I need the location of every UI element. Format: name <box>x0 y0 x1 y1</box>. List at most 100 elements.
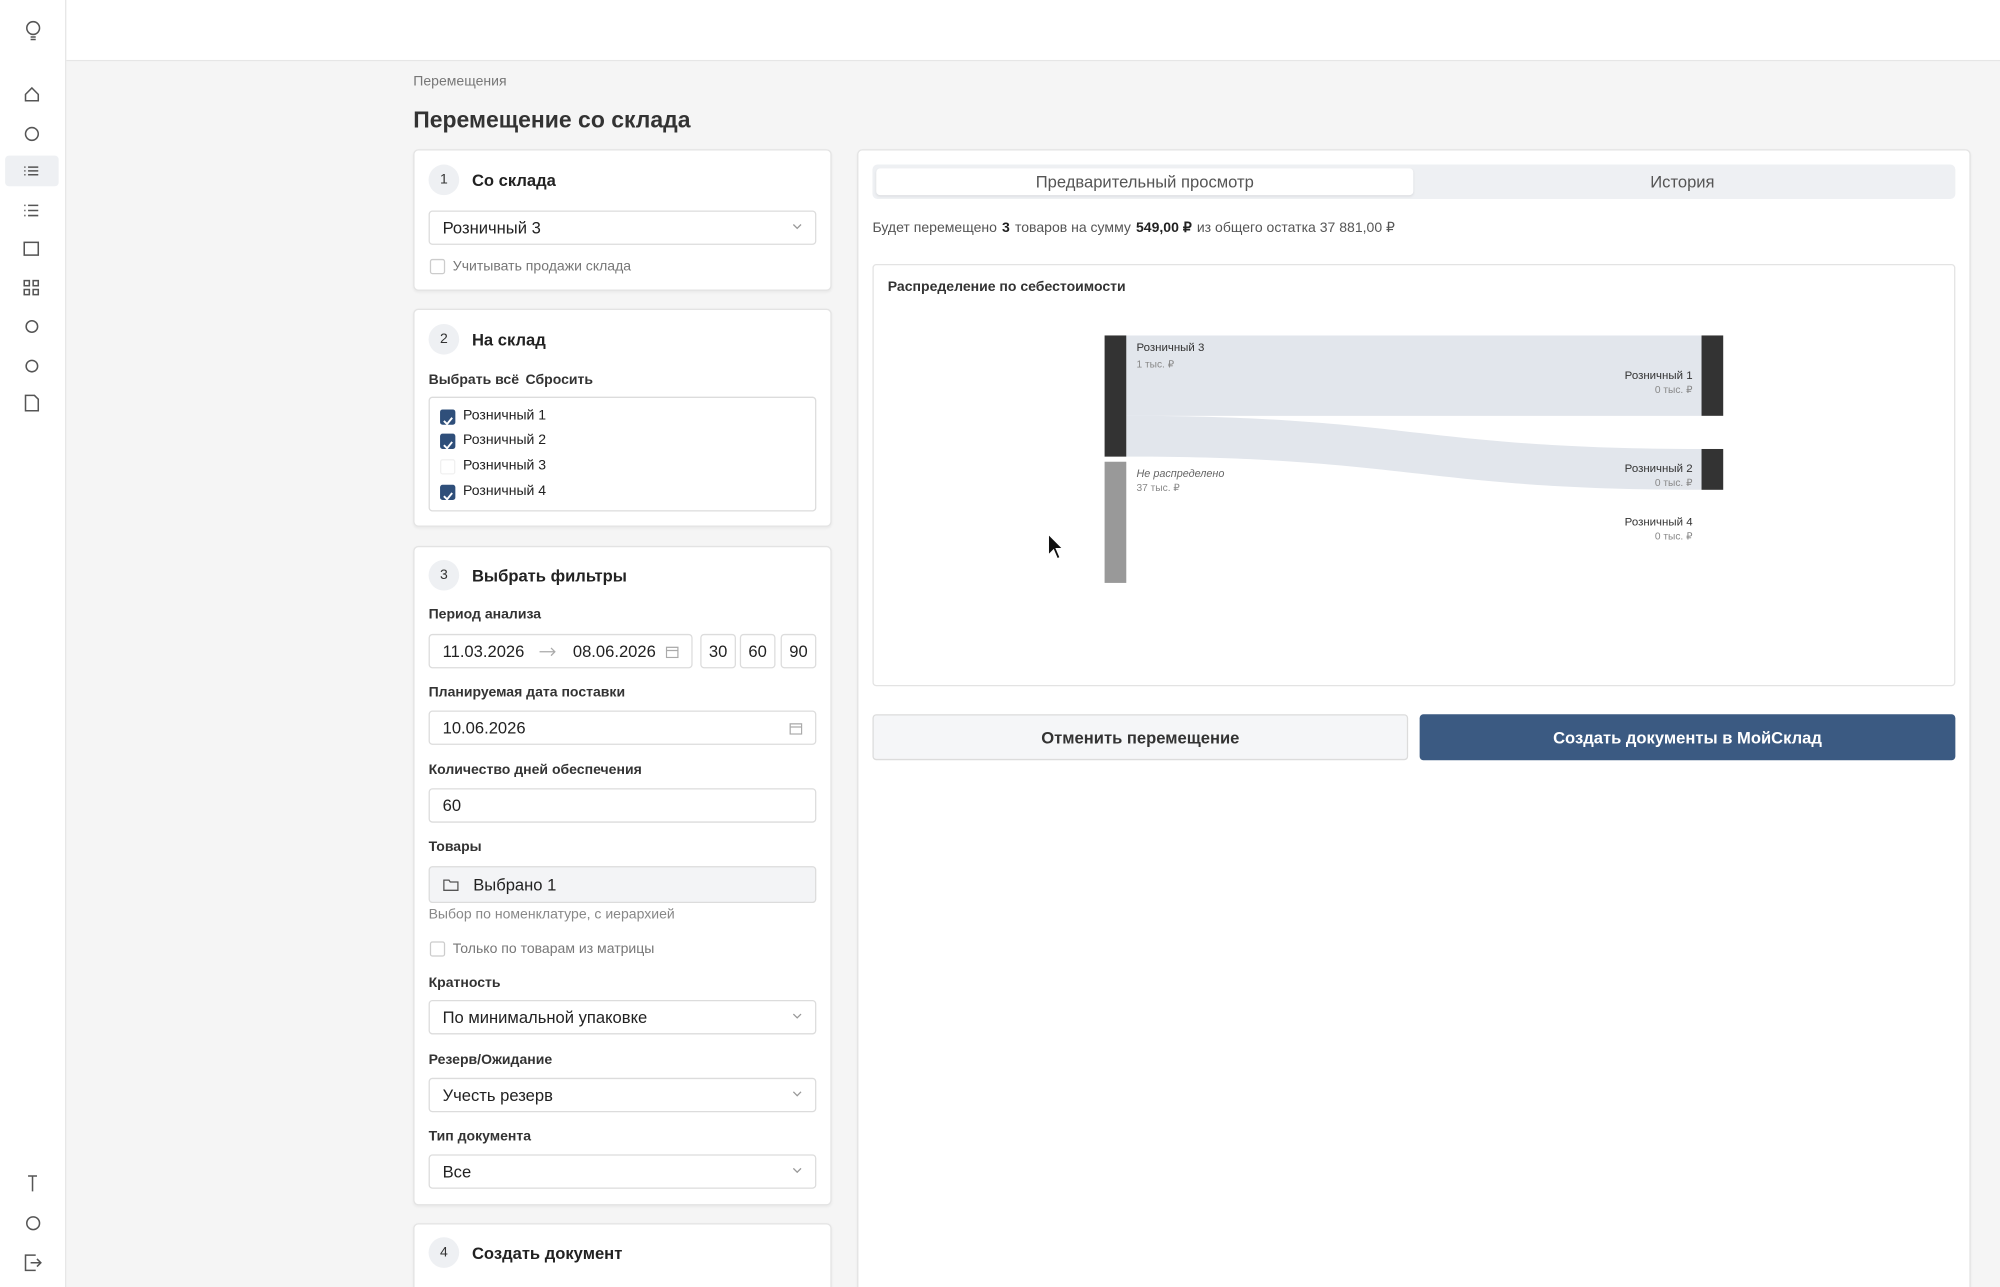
checkbox[interactable] <box>429 258 446 275</box>
chart-box <box>872 264 1956 687</box>
preset-button[interactable]: 90 <box>780 633 817 669</box>
node-value: 0 тыс. ₽ <box>1655 478 1693 489</box>
input-value: 60 <box>442 795 462 816</box>
nav-table[interactable] <box>23 241 40 256</box>
node <box>1104 461 1127 583</box>
multiplicity-select[interactable]: По минимальной упаковке <box>428 999 817 1035</box>
sidebar-icons <box>5 20 59 1272</box>
nav-pin[interactable] <box>28 1175 37 1192</box>
date-range[interactable]: 11.03.2026 08.06.2026 <box>428 633 693 669</box>
checkbox[interactable] <box>440 484 456 501</box>
summary-part: товаров на сумму <box>1014 220 1131 236</box>
nav-alarm-2[interactable] <box>25 359 39 373</box>
checkbox[interactable] <box>440 409 456 426</box>
store-list <box>428 396 817 512</box>
hint: Выбор по номенклатуре, с иерархией <box>428 906 675 923</box>
field-label: Период анализа <box>428 607 542 623</box>
select-value: Все <box>442 1161 472 1182</box>
step-title: Создать документ <box>471 1243 623 1263</box>
tab[interactable]: Предварительный просмотр <box>876 168 1414 196</box>
doc-type-select[interactable]: Все <box>428 1154 817 1189</box>
step-number: 4 <box>428 1237 460 1268</box>
calendar-icon <box>665 646 679 658</box>
node-value: 0 тыс. ₽ <box>1655 532 1693 543</box>
field-label: Количество дней обеспечения <box>428 762 642 779</box>
flow <box>1126 335 1702 416</box>
nav-home[interactable] <box>24 86 40 102</box>
field-label: Товары <box>428 839 482 855</box>
date-from: 11.03.2026 <box>442 641 525 661</box>
chevron <box>792 1167 802 1173</box>
nav-settings[interactable] <box>26 1216 41 1231</box>
breadcrumb[interactable]: Перемещения <box>413 73 507 90</box>
sankey: Розничный 3 1 тыс. ₽ Не распределено 37 … <box>1047 335 1724 583</box>
node-value: 0 тыс. ₽ <box>1655 385 1693 396</box>
node-label: Не распределено <box>1136 468 1224 480</box>
store-label: Розничный 1 <box>463 408 547 424</box>
chevron <box>792 1090 802 1096</box>
goods-picker[interactable]: Выбрано 1 <box>428 866 817 904</box>
field-label: Резерв/Ожидание <box>428 1052 553 1068</box>
field-label: Тип документа <box>428 1128 532 1145</box>
folder-icon <box>443 879 459 891</box>
flow <box>1126 415 1702 490</box>
nav-logout[interactable] <box>24 1254 42 1272</box>
step-number: 2 <box>428 323 460 355</box>
checkbox[interactable] <box>440 459 456 475</box>
node-value: 37 тыс. ₽ <box>1136 483 1180 494</box>
node <box>1701 335 1724 416</box>
step-number: 3 <box>428 559 460 591</box>
field-label: Кратность <box>428 975 501 992</box>
checkbox-label: Учитывать продажи склада <box>452 258 632 275</box>
sidebar <box>0 0 67 1287</box>
logo <box>26 20 41 41</box>
create-button[interactable]: Создать документы в МойСклад <box>1419 714 1956 761</box>
step-title: Со склада <box>471 170 556 191</box>
select-all[interactable]: Выбрать всё <box>428 372 520 388</box>
node-label: Розничный 3 <box>1136 342 1204 354</box>
step-title: Выбрать фильтры <box>471 566 627 586</box>
reset[interactable]: Сбросить <box>525 372 594 388</box>
days-input[interactable]: 60 <box>428 788 817 823</box>
delivery-date-input[interactable]: 10.06.2026 <box>428 710 817 745</box>
node-label: Розничный 2 <box>1625 463 1693 475</box>
node <box>1701 448 1724 490</box>
preset-button[interactable]: 30 <box>700 633 736 669</box>
store-label: Розничный 2 <box>463 432 547 448</box>
nav-apps[interactable] <box>23 279 40 296</box>
select-value: Розничный 3 <box>442 218 541 238</box>
nav-moves[interactable] <box>24 166 39 176</box>
cancel-button[interactable]: Отменить перемещение <box>872 714 1409 761</box>
checkbox[interactable] <box>440 433 456 450</box>
cursor <box>1047 533 1064 560</box>
preset-button[interactable]: 60 <box>739 633 776 669</box>
nav-dashboard[interactable] <box>24 126 40 142</box>
source-select[interactable]: Розничный 3 <box>428 210 817 245</box>
page-title: Перемещение со склада <box>413 107 691 133</box>
check-mark <box>443 417 453 426</box>
summary: Будет перемещено 3 товаров на сумму 549,00 … <box>872 219 1400 236</box>
reserve-select[interactable]: Учесть резерв <box>428 1077 817 1113</box>
select-value: Учесть резерв <box>442 1085 553 1105</box>
node-label: Розничный 1 <box>1625 370 1693 382</box>
calendar-icon <box>789 722 803 735</box>
summary-part: 549,00 ₽ <box>1136 220 1192 236</box>
chart-title: Распределение по себестоимости <box>887 279 1126 295</box>
nav-list[interactable] <box>24 204 39 217</box>
select-value: По минимальной упаковке <box>442 1007 648 1027</box>
input-value: 10.06.2026 <box>442 718 526 738</box>
checkbox-label: Только по товарам из матрицы <box>452 941 655 957</box>
input-value: Выбрано 1 <box>473 874 557 895</box>
date-to: 08.06.2026 <box>572 641 656 661</box>
tab[interactable]: История <box>1650 172 1715 192</box>
checkbox[interactable] <box>429 941 446 957</box>
step-number: 1 <box>428 164 460 196</box>
step-card <box>413 1223 832 1287</box>
node <box>1104 335 1127 457</box>
nav-file[interactable] <box>24 394 40 412</box>
nav-alarm[interactable] <box>25 320 39 334</box>
store-label: Розничный 4 <box>463 483 547 499</box>
